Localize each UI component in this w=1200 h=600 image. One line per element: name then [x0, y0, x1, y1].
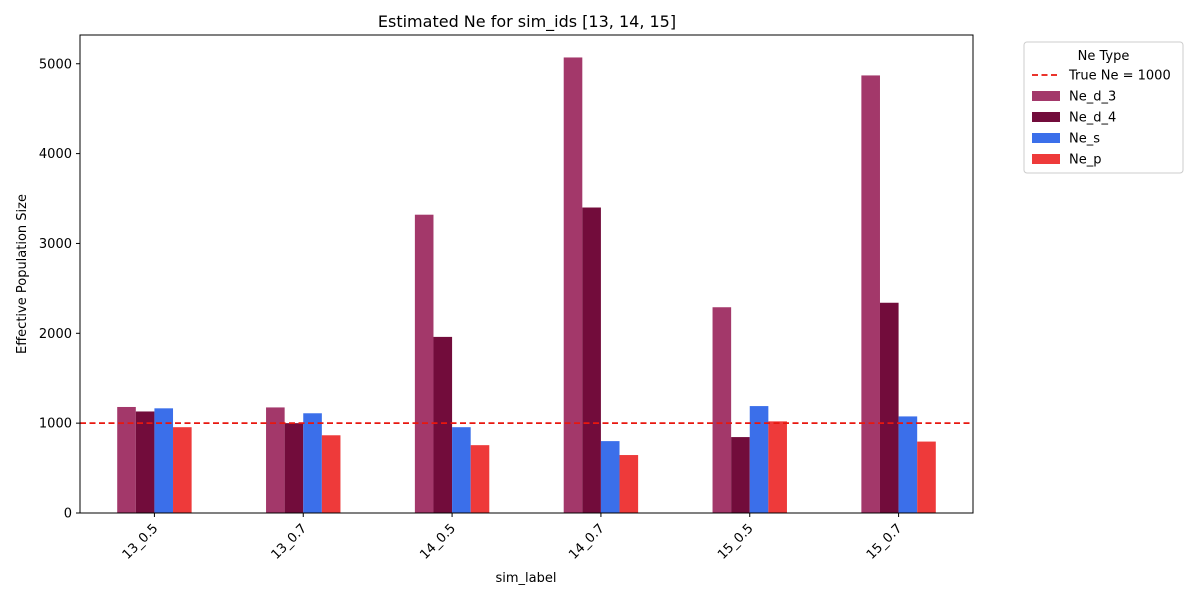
legend-label-Ne_p: Ne_p: [1069, 153, 1101, 168]
legend-title: Ne Type: [1078, 49, 1130, 64]
bar-Ne_d_4-15_0.5: [731, 437, 750, 513]
bar-Ne_d_4-13_0.5: [135, 411, 155, 513]
legend-label-reference: True Ne = 1000: [1068, 69, 1171, 84]
y-tick-label: 0: [64, 507, 72, 522]
bar-Ne_d_4-14_0.5: [433, 336, 453, 513]
bar-Ne_s-13_0.7: [303, 413, 322, 513]
bar-Ne_d_3-15_0.5: [712, 307, 732, 513]
bar-Ne_p-15_0.7: [917, 441, 936, 513]
legend: Ne Type True Ne = 1000 Ne_d_3 Ne_d_4 Ne_s Ne_…: [1023, 41, 1184, 174]
bar-Ne_d_3-14_0.5: [414, 214, 434, 513]
bar-Ne_p-13_0.7: [321, 435, 341, 513]
x-tick-label: 15_0.5: [715, 521, 757, 563]
bar-Ne_d_3-13_0.7: [266, 407, 285, 513]
bar-Ne_d_3-13_0.5: [117, 406, 136, 513]
bar-Ne_s-13_0.5: [154, 408, 174, 513]
bar-Ne_s-15_0.5: [749, 406, 769, 513]
bar-Ne_s-15_0.7: [898, 416, 918, 513]
bar-Ne_p-13_0.5: [173, 427, 192, 513]
bar-Ne_d_3-15_0.7: [861, 75, 880, 514]
bar-Ne_s-14_0.5: [452, 427, 471, 513]
bar-Ne_d_4-13_0.7: [284, 423, 304, 513]
y-tick-label: 3000: [39, 237, 72, 252]
chart-title: Estimated Ne for sim_ids [13, 14, 15]: [378, 12, 676, 32]
y-tick-label: 1000: [39, 417, 72, 432]
legend-label-Ne_d_3: Ne_d_3: [1069, 90, 1116, 105]
y-tick-label: 5000: [39, 57, 72, 72]
bar-Ne_p-14_0.5: [470, 445, 490, 513]
x-tick-label: 13_0.7: [269, 521, 311, 563]
bar-Ne_p-14_0.7: [619, 455, 639, 513]
bar-Ne_d_3-14_0.7: [563, 57, 583, 514]
bar-Ne_s-14_0.7: [600, 441, 620, 513]
bar-Ne_p-15_0.5: [768, 421, 787, 513]
bar-Ne_d_4-14_0.7: [582, 207, 601, 513]
legend-swatch-Ne_p: [1032, 154, 1060, 164]
y-tick-label: 4000: [39, 147, 72, 162]
x-tick-label: 13_0.5: [120, 521, 162, 563]
legend-label-Ne_d_4: Ne_d_4: [1069, 111, 1116, 126]
legend-swatch-Ne_d_4: [1032, 112, 1060, 122]
y-axis-label: Effective Population Size: [15, 194, 30, 354]
bar-Ne_d_4-15_0.7: [879, 302, 899, 513]
legend-swatch-Ne_s: [1032, 133, 1060, 143]
x-tick-label: 15_0.7: [864, 521, 906, 563]
y-tick-label: 2000: [39, 327, 72, 342]
legend-label-Ne_s: Ne_s: [1069, 132, 1100, 147]
plot-area: 0 1000 2000 3000 4000 5000 13_0.5 13_0.7 14_0.5 1…: [39, 34, 974, 563]
legend-swatch-Ne_d_3: [1032, 91, 1060, 101]
legend-box: [1023, 41, 1184, 174]
x-tick-label: 14_0.5: [417, 521, 459, 563]
x-tick-label: 14_0.7: [566, 521, 608, 563]
x-axis-label: sim_label: [496, 571, 557, 586]
axes-frame: [79, 34, 974, 514]
